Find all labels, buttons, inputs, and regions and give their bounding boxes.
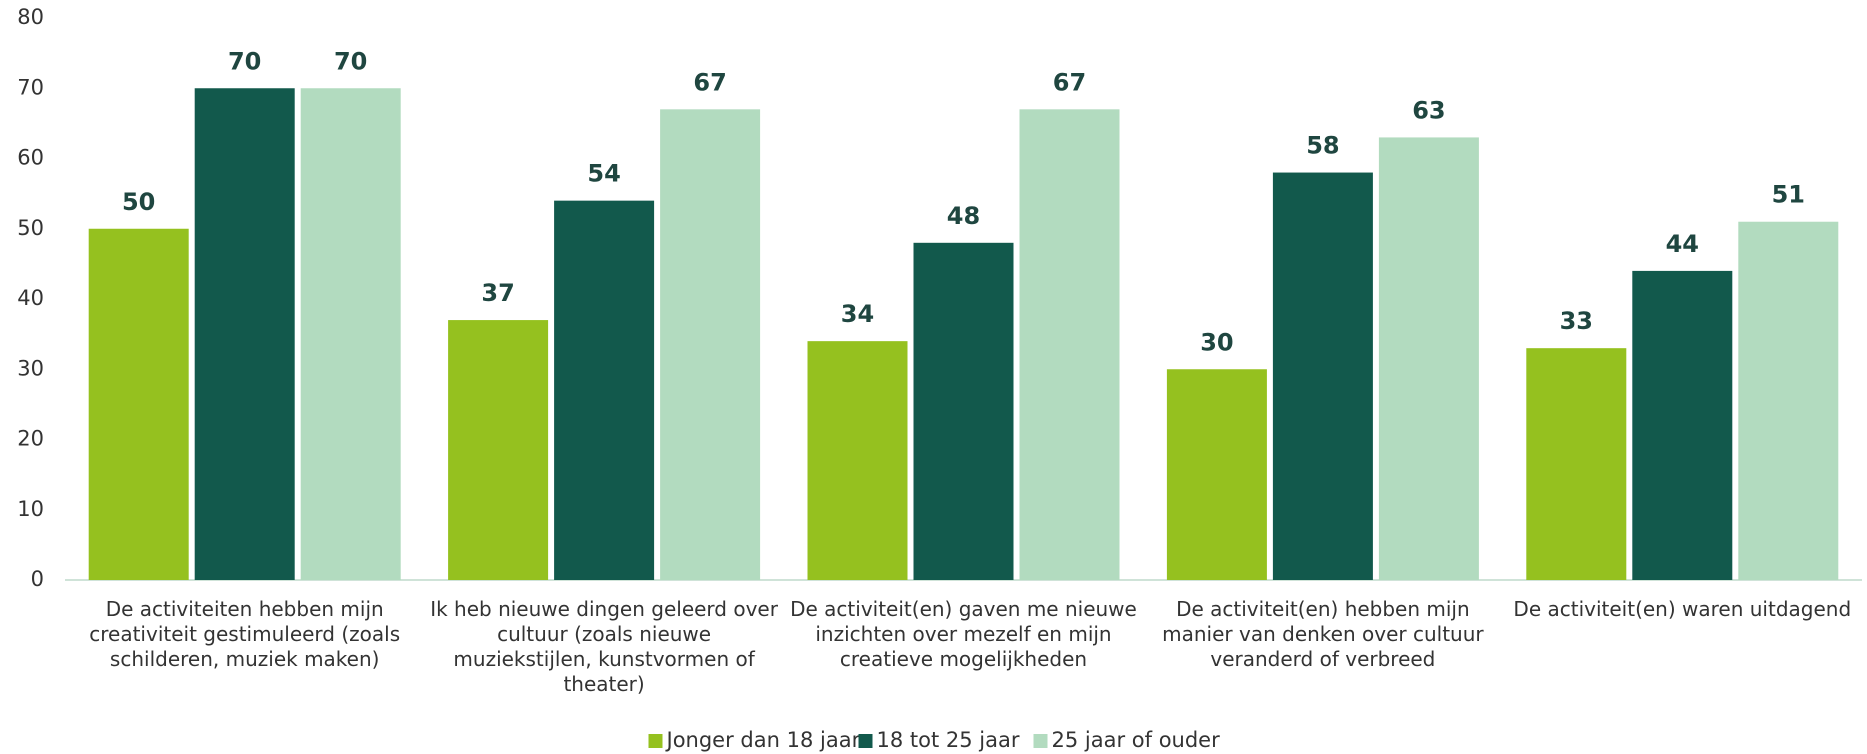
value-label: 37 xyxy=(481,279,514,307)
x-tick-label: Ik heb nieuwe dingen geleerd over cultuu… xyxy=(430,597,778,696)
y-tick-label: 60 xyxy=(17,146,44,170)
bar xyxy=(1526,348,1627,580)
bar xyxy=(554,200,655,580)
bar xyxy=(1738,221,1839,580)
bar xyxy=(1632,270,1733,580)
value-label: 58 xyxy=(1306,132,1339,160)
x-tick-label: De activiteit(en) hebben mijn manier van… xyxy=(1162,597,1484,671)
value-label: 54 xyxy=(587,160,620,188)
legend-swatch xyxy=(858,734,873,748)
value-label: 63 xyxy=(1412,96,1445,124)
x-tick-label: De activiteit(en) gaven me nieuwe inzich… xyxy=(790,597,1137,671)
value-label: 34 xyxy=(841,300,874,328)
value-label: 48 xyxy=(947,202,980,230)
bar xyxy=(913,242,1014,581)
value-label: 70 xyxy=(228,47,261,75)
bar xyxy=(1272,172,1373,581)
value-label: 44 xyxy=(1666,230,1699,258)
bar xyxy=(1378,137,1479,581)
value-label: 67 xyxy=(1053,68,1086,96)
value-label: 51 xyxy=(1772,181,1805,209)
x-tick-label: De activiteit(en) waren uitdagend xyxy=(1513,597,1852,621)
bar xyxy=(448,320,549,580)
y-tick-label: 20 xyxy=(17,427,44,451)
y-tick-label: 80 xyxy=(17,5,44,29)
y-tick-label: 10 xyxy=(17,497,44,521)
bar xyxy=(300,88,401,580)
legend-swatch xyxy=(648,734,663,748)
value-label: 70 xyxy=(334,47,367,75)
bar xyxy=(660,109,761,580)
bar xyxy=(1166,369,1267,580)
bar xyxy=(88,228,189,580)
value-label: 50 xyxy=(122,188,155,216)
legend-swatch xyxy=(1033,734,1048,748)
value-label: 30 xyxy=(1200,328,1233,356)
legend-label: 25 jaar of ouder xyxy=(1052,728,1221,752)
value-label: 67 xyxy=(693,68,726,96)
bar xyxy=(1019,109,1120,580)
bar xyxy=(194,88,295,580)
y-tick-label: 50 xyxy=(17,216,44,240)
legend-label: 18 tot 25 jaar xyxy=(877,728,1020,752)
y-tick-label: 30 xyxy=(17,356,44,380)
y-tick-label: 40 xyxy=(17,286,44,310)
y-tick-label: 70 xyxy=(17,75,44,99)
y-tick-label: 0 xyxy=(31,567,44,591)
legend-label: Jonger dan 18 jaar xyxy=(665,728,861,752)
value-label: 33 xyxy=(1560,307,1593,335)
bar xyxy=(807,341,908,580)
x-tick-label: De activiteiten hebben mijn creativiteit… xyxy=(89,597,401,671)
